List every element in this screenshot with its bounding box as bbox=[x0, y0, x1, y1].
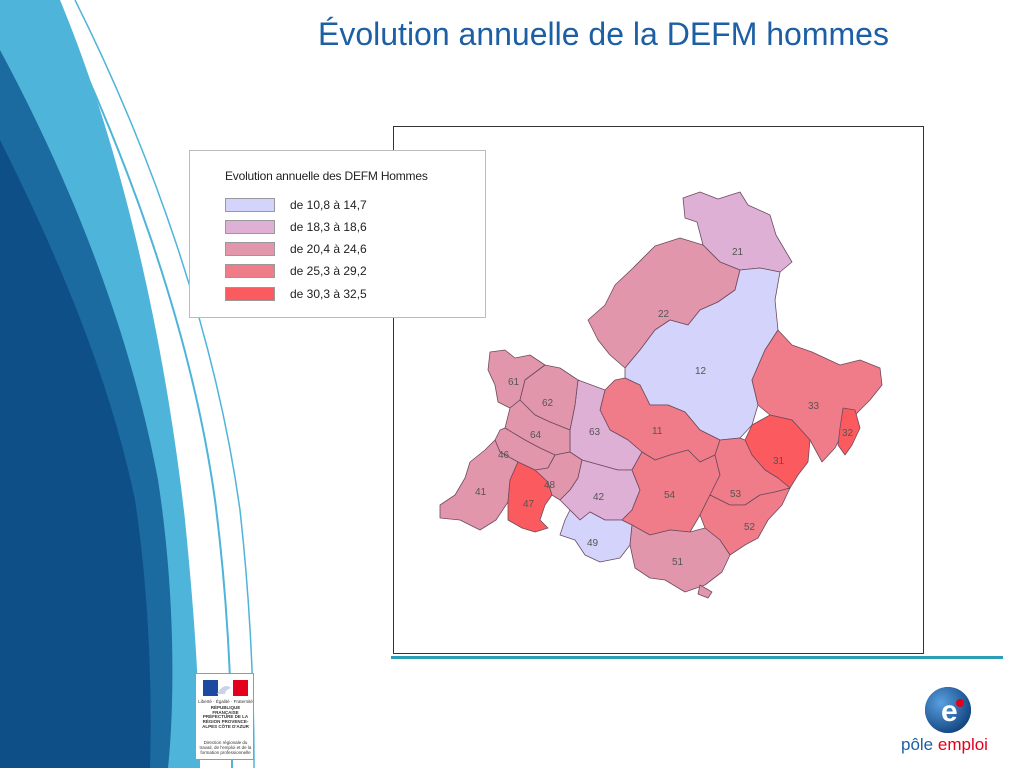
area-label: 64 bbox=[530, 430, 542, 441]
pole-emploi-logo: e bbox=[925, 687, 971, 733]
area-label: 49 bbox=[587, 538, 599, 549]
legend-label: de 20,4 à 24,6 bbox=[290, 242, 367, 256]
legend-swatch bbox=[225, 198, 275, 212]
area-label: 22 bbox=[658, 309, 670, 320]
brand-part2: emploi bbox=[937, 735, 988, 754]
prefecture-name: PRÉFECTURE DE LA RÉGION PROVENCE-ALPES C… bbox=[202, 714, 249, 729]
area-label: 61 bbox=[508, 377, 520, 388]
area-32[interactable] bbox=[837, 407, 861, 456]
choropleth-map: 21 22 12 33 32 31 11 63 61 62 64 46 41 4… bbox=[439, 191, 883, 599]
legend-title: Evolution annuelle des DEFM Hommes bbox=[225, 169, 428, 183]
area-49[interactable] bbox=[559, 509, 633, 563]
area-label: 11 bbox=[652, 426, 663, 437]
area-54[interactable] bbox=[621, 449, 721, 536]
legend-swatch bbox=[225, 287, 275, 301]
legend-label: de 25,3 à 29,2 bbox=[290, 264, 367, 278]
area-label: 32 bbox=[842, 428, 854, 439]
legend-swatch bbox=[225, 264, 275, 278]
prefecture-motto: Liberté · Égalité · Fraternité bbox=[198, 699, 253, 704]
legend-swatch bbox=[225, 242, 275, 256]
area-label: 54 bbox=[664, 490, 676, 501]
legend-label: de 18,3 à 18,6 bbox=[290, 220, 367, 234]
area-label: 21 bbox=[732, 247, 744, 258]
prefecture-logo: Liberté · Égalité · Fraternité RÉPUBLIQU… bbox=[195, 673, 254, 760]
prefecture-service: Direction régionale du travail, de l'emp… bbox=[199, 740, 252, 755]
area-51-coast bbox=[697, 584, 713, 599]
area-label: 48 bbox=[544, 480, 556, 491]
footer-rule bbox=[391, 656, 1003, 659]
area-label: 52 bbox=[744, 522, 756, 533]
legend-label: de 30,3 à 32,5 bbox=[290, 287, 367, 301]
pole-emploi-letter: e bbox=[941, 695, 958, 728]
map-legend: Evolution annuelle des DEFM Hommes de 10… bbox=[189, 150, 486, 318]
area-12[interactable] bbox=[624, 267, 781, 441]
legend-swatch bbox=[225, 220, 275, 234]
area-label: 33 bbox=[808, 401, 820, 412]
area-label: 46 bbox=[498, 450, 510, 461]
area-label: 42 bbox=[593, 492, 605, 503]
pole-emploi-wordmark: pôle emploi bbox=[901, 735, 988, 755]
area-label: 12 bbox=[695, 366, 707, 377]
area-51[interactable] bbox=[629, 524, 731, 593]
page-title: Évolution annuelle de la DEFM hommes bbox=[318, 16, 889, 52]
area-label: 51 bbox=[672, 557, 684, 568]
area-label: 41 bbox=[475, 487, 487, 498]
legend-label: de 10,8 à 14,7 bbox=[290, 198, 367, 212]
area-label: 47 bbox=[523, 499, 535, 510]
marianne-flag-icon bbox=[203, 680, 248, 696]
prefecture-republic: RÉPUBLIQUE FRANÇAISE bbox=[210, 705, 241, 715]
area-label: 31 bbox=[773, 456, 785, 467]
area-label: 63 bbox=[589, 427, 601, 438]
brand-part1: pôle bbox=[901, 735, 938, 754]
area-label: 53 bbox=[730, 489, 742, 500]
area-label: 62 bbox=[542, 398, 554, 409]
